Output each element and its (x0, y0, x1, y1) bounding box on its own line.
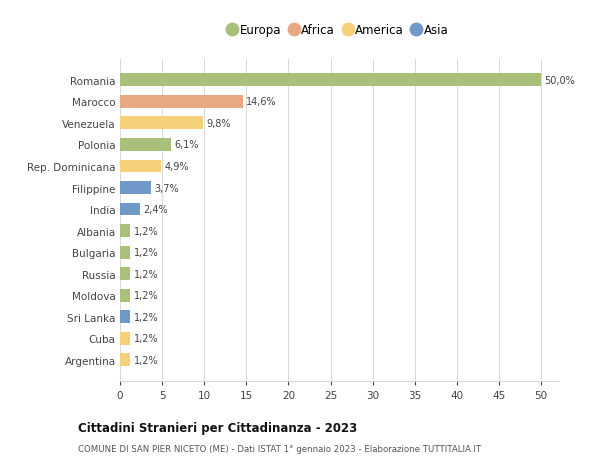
Bar (120, 332, 130, 345)
Text: 2,4%: 2,4% (143, 205, 168, 214)
Bar (120, 268, 130, 280)
Text: 9,8%: 9,8% (206, 119, 230, 129)
Text: 1,2%: 1,2% (133, 269, 158, 279)
Bar (120, 139, 172, 151)
Text: 1,2%: 1,2% (133, 333, 158, 343)
Bar (120, 96, 243, 109)
Text: 1,2%: 1,2% (133, 247, 158, 257)
Bar (120, 160, 161, 173)
Bar (120, 289, 130, 302)
Text: 1,2%: 1,2% (133, 312, 158, 322)
Text: 14,6%: 14,6% (247, 97, 277, 107)
Text: 1,2%: 1,2% (133, 226, 158, 236)
Text: 6,1%: 6,1% (175, 140, 199, 150)
Legend: Europa, Africa, America, Asia: Europa, Africa, America, Asia (229, 24, 449, 37)
Text: 4,9%: 4,9% (164, 162, 189, 172)
Bar (120, 353, 130, 366)
Bar (120, 182, 151, 195)
Text: 50,0%: 50,0% (545, 76, 575, 86)
Text: 1,2%: 1,2% (133, 291, 158, 301)
Text: 3,7%: 3,7% (155, 183, 179, 193)
Bar (120, 203, 140, 216)
Text: COMUNE DI SAN PIER NICETO (ME) - Dati ISTAT 1° gennaio 2023 - Elaborazione TUTTI: COMUNE DI SAN PIER NICETO (ME) - Dati IS… (78, 444, 481, 453)
Text: 1,2%: 1,2% (133, 355, 158, 365)
Bar (120, 311, 130, 324)
Bar (120, 246, 130, 259)
Text: Cittadini Stranieri per Cittadinanza - 2023: Cittadini Stranieri per Cittadinanza - 2… (78, 421, 357, 434)
Bar (120, 74, 541, 87)
Bar (120, 224, 130, 237)
Bar (120, 117, 203, 130)
